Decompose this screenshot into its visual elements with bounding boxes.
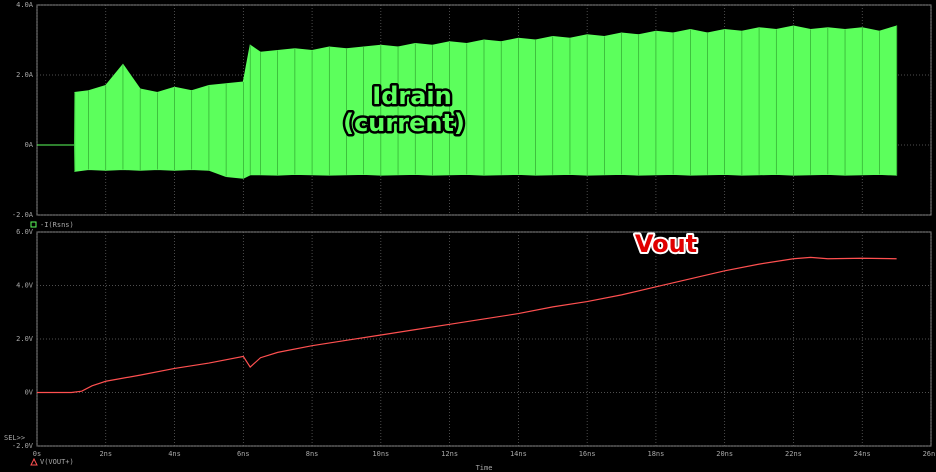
sel-label: SEL>> [4, 434, 25, 442]
x-tick-label: 8ns [306, 450, 319, 458]
legend-symbol [30, 457, 38, 466]
legend-symbol [30, 221, 37, 228]
y-tick-label: 6.0V [16, 228, 34, 236]
x-tick-label: 6ns [237, 450, 250, 458]
legend: -I(Rsns) [40, 221, 74, 229]
x-tick-label: 12ns [441, 450, 458, 458]
y-tick-label: 2.0V [16, 335, 34, 343]
x-tick-label: 26ns [923, 450, 936, 458]
annotation: Idrain [372, 82, 451, 110]
x-tick-label: 20ns [716, 450, 733, 458]
annotation: Vout [635, 230, 697, 258]
y-tick-label: 2.0A [16, 71, 34, 79]
x-tick-label: 14ns [510, 450, 527, 458]
x-tick-label: 22ns [785, 450, 802, 458]
y-tick-label: 0V [25, 389, 34, 397]
x-axis-label: Time [476, 464, 493, 472]
x-tick-label: 0s [33, 450, 41, 458]
y-tick-label: -2.0V [12, 442, 34, 450]
x-tick-label: 10ns [372, 450, 389, 458]
y-tick-label: -2.0A [12, 211, 34, 219]
voltage-line [37, 256, 897, 394]
annotation: (current) [343, 109, 465, 137]
x-tick-label: 2ns [99, 450, 112, 458]
x-tick-label: 24ns [854, 450, 871, 458]
x-tick-label: 18ns [647, 450, 664, 458]
x-tick-label: 4ns [168, 450, 181, 458]
y-tick-label: 0A [25, 141, 34, 149]
x-tick-label: 16ns [579, 450, 596, 458]
y-tick-label: 4.0A [16, 1, 34, 9]
y-tick-label: 4.0V [16, 282, 34, 290]
legend: V(VOUT+) [40, 458, 74, 466]
